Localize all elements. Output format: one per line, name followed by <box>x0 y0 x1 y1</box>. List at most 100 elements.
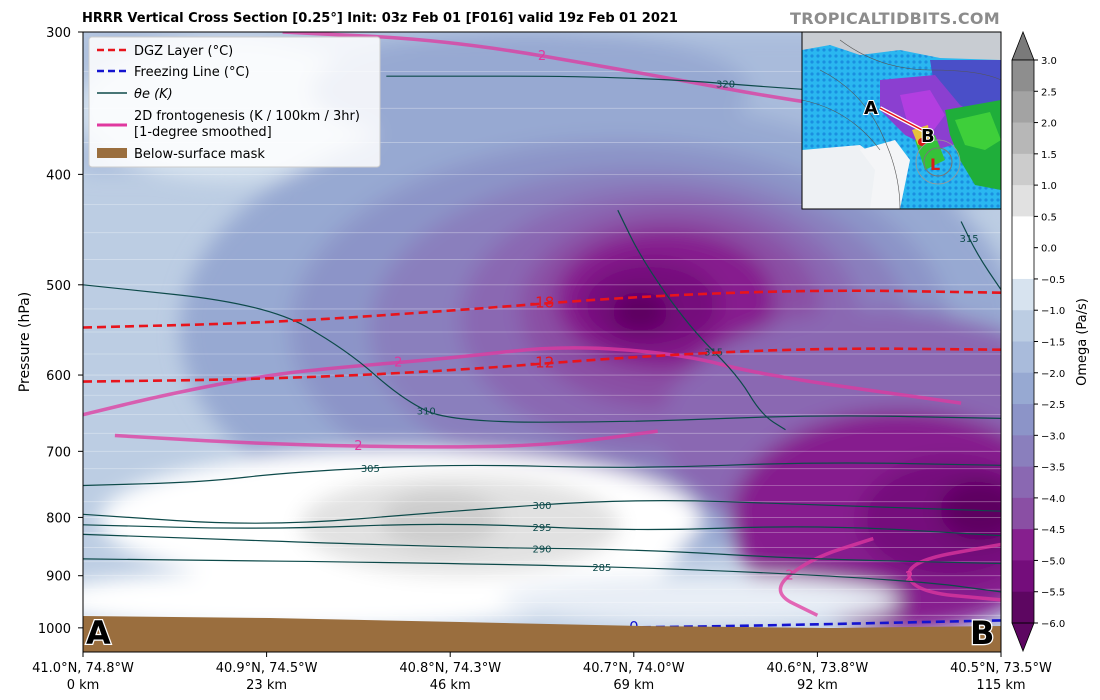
x-tick-km-label: 69 km <box>613 678 654 693</box>
colorbar-segment <box>1012 560 1034 593</box>
colorbar-segment <box>1012 60 1034 92</box>
colorbar-segment <box>1012 435 1034 468</box>
legend-swatch-mask <box>97 148 127 158</box>
colorbar-label: Omega (Pa/s) <box>1075 298 1090 386</box>
colorbar-segment <box>1012 591 1034 624</box>
colorbar-segment <box>1012 466 1034 499</box>
colorbar-tick-label: 0.0 <box>1041 244 1057 255</box>
theta-e-contour <box>83 284 1001 423</box>
colorbar-tick-label: −1.5 <box>1041 338 1065 349</box>
colorbar-segment <box>1012 185 1034 217</box>
theta-e-contour <box>83 462 1001 487</box>
colorbar-segment <box>1012 216 1034 249</box>
brand-watermark: TROPICALTIDBITS.COM <box>790 9 1000 28</box>
theta-e-contour-label: 320 <box>716 80 735 91</box>
x-tick-location-label: 41.0°N, 74.8°W <box>32 661 134 676</box>
legend-label-freezing: Freezing Line (°C) <box>134 65 250 80</box>
x-tick-location-label: 40.6°N, 73.8°W <box>767 661 869 676</box>
theta-e-contour <box>83 500 1001 524</box>
plot-frame <box>82 31 1002 653</box>
colorbar-tick-label: 2.5 <box>1041 87 1057 98</box>
theta-e-contour <box>83 523 1001 537</box>
colorbar-segment <box>1012 122 1034 155</box>
theta-e-contour <box>617 209 786 431</box>
y-tick-label: 300 <box>46 26 71 41</box>
below-surface-mask <box>83 616 1001 652</box>
colorbar-extend-bottom <box>1011 622 1035 653</box>
y-tick-label: 800 <box>46 511 71 526</box>
colorbar-tick-label: 3.0 <box>1041 56 1057 67</box>
theta-e-contour-label: 315 <box>960 234 979 245</box>
y-tick-label: 900 <box>46 570 71 585</box>
svg-text:L: L <box>930 155 940 174</box>
colorbar-extend-top <box>1011 30 1035 61</box>
theta-e-contour-label: 305 <box>361 464 380 475</box>
colorbar-segment <box>1012 497 1034 530</box>
theta-e-contour <box>83 558 1001 593</box>
dgz-line-label: -18 <box>530 294 555 312</box>
colorbar: 3.0 2.5 2.0 1.5 1.0 0.5 0.0 −0.5 −1.0 −1.5 −2.0 −2.… <box>1011 30 1065 653</box>
colorbar-segment <box>1012 310 1034 342</box>
endpoint-a-label: A <box>86 614 111 652</box>
colorbar-segment <box>1012 404 1034 436</box>
colorbar-tick-label: −4.5 <box>1041 525 1065 536</box>
colorbar-tick-label: 1.5 <box>1041 150 1057 161</box>
colorbar-segment <box>1012 247 1034 280</box>
colorbar-tick-label: −2.0 <box>1041 369 1065 380</box>
dgz-line-label: -12 <box>530 354 555 372</box>
theta-e-contour-label: 310 <box>417 407 436 418</box>
legend-label-frontogenesis-2: [1-degree smoothed] <box>134 125 272 140</box>
colorbar-tick-label: −6.0 <box>1041 619 1065 630</box>
colorbar-tick-label: −3.5 <box>1041 463 1065 474</box>
colorbar-tick-label: −5.0 <box>1041 556 1065 567</box>
frontogenesis-contour <box>907 542 1001 602</box>
colorbar-tick-label: −0.5 <box>1041 275 1065 286</box>
y-tick-label: 500 <box>46 279 71 294</box>
axes: 300 400 500 600 700 800 900 1000 41.0°N, 74.8°W 0… <box>32 26 1052 693</box>
y-axis-label: Pressure (hPa) <box>17 292 33 392</box>
colorbar-tick-label: −2.5 <box>1041 400 1065 411</box>
y-tick-label: 1000 <box>38 622 71 637</box>
endpoint-b-label: B <box>970 614 994 652</box>
frontogenesis-contour <box>83 346 962 417</box>
colorbar-tick-label: −4.0 <box>1041 494 1065 505</box>
x-tick-km-label: 92 km <box>797 678 838 693</box>
x-tick-location-label: 40.7°N, 74.0°W <box>583 661 685 676</box>
freezing-line <box>585 619 1001 630</box>
colorbar-segment <box>1012 153 1034 186</box>
x-tick-km-label: 115 km <box>976 678 1025 693</box>
inset-a-label: A <box>864 98 878 119</box>
theta-e-contour <box>960 221 1001 291</box>
colorbar-segment <box>1012 372 1034 405</box>
colorbar-segment <box>1012 91 1034 124</box>
x-tick-km-label: 46 km <box>430 678 471 693</box>
theta-e-contour-label: 290 <box>532 544 551 555</box>
legend-label-frontogenesis: 2D frontogenesis (K / 100km / 3hr) <box>134 109 360 124</box>
theta-e-contour-label: 295 <box>532 523 551 534</box>
inset-map: A B L <box>801 31 1002 210</box>
x-tick-km-label: 23 km <box>246 678 287 693</box>
colorbar-tick-label: 1.0 <box>1041 181 1057 192</box>
colorbar-tick-label: 0.5 <box>1041 212 1057 223</box>
colorbar-tick-label: −1.0 <box>1041 306 1065 317</box>
inset-b-label: B <box>921 126 935 147</box>
x-tick-location-label: 40.5°N, 73.5°W <box>950 661 1052 676</box>
legend: DGZ Layer (°C) Freezing Line (°C) θe (K)… <box>88 36 381 168</box>
colorbar-tick-label: 2.0 <box>1041 119 1057 130</box>
y-tick-label: 700 <box>46 445 71 460</box>
gridlines <box>83 71 1001 629</box>
colorbar-segment <box>1012 341 1034 374</box>
y-tick-label: 600 <box>46 369 71 384</box>
frontogenesis-contour <box>778 536 874 617</box>
frontogenesis-contour-label: 2 <box>785 568 793 583</box>
legend-label-dgz: DGZ Layer (°C) <box>134 44 233 59</box>
frontogenesis-contour-label: 2 <box>394 355 402 370</box>
legend-label-mask: Below-surface mask <box>134 147 265 162</box>
x-tick-location-label: 40.8°N, 74.3°W <box>399 661 501 676</box>
theta-e-contour <box>83 533 1001 565</box>
theta-e-contour-label: 285 <box>592 563 611 574</box>
frontogenesis-contour-label: 2 <box>354 439 362 454</box>
frontogenesis-contour-label: 2 <box>538 49 546 64</box>
theta-e-contour-label: 300 <box>532 501 551 512</box>
